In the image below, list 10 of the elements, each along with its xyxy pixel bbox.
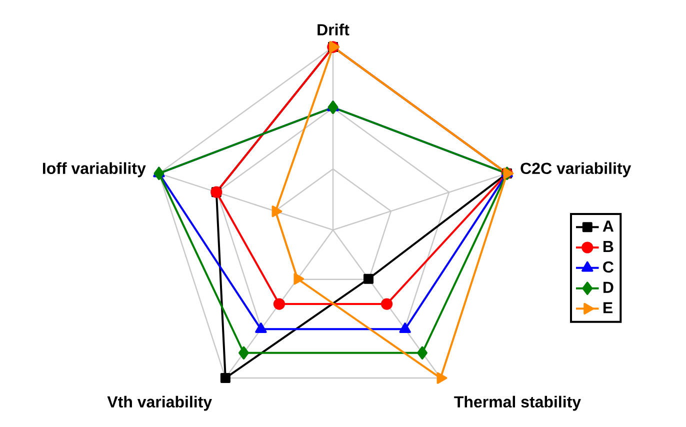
spoke-label: Vth variability: [107, 396, 212, 411]
legend-label: A: [602, 220, 614, 232]
legend-label: D: [603, 282, 614, 293]
legend-label: E: [603, 302, 612, 314]
spoke-label: Drift: [318, 24, 350, 36]
legend-label: B: [603, 241, 614, 252]
legend-label: C: [603, 261, 614, 273]
spoke-label: C2C variability: [520, 162, 632, 178]
spoke-label: Ioff variability: [42, 162, 146, 178]
spoke-label: Thermal stability: [454, 396, 581, 411]
